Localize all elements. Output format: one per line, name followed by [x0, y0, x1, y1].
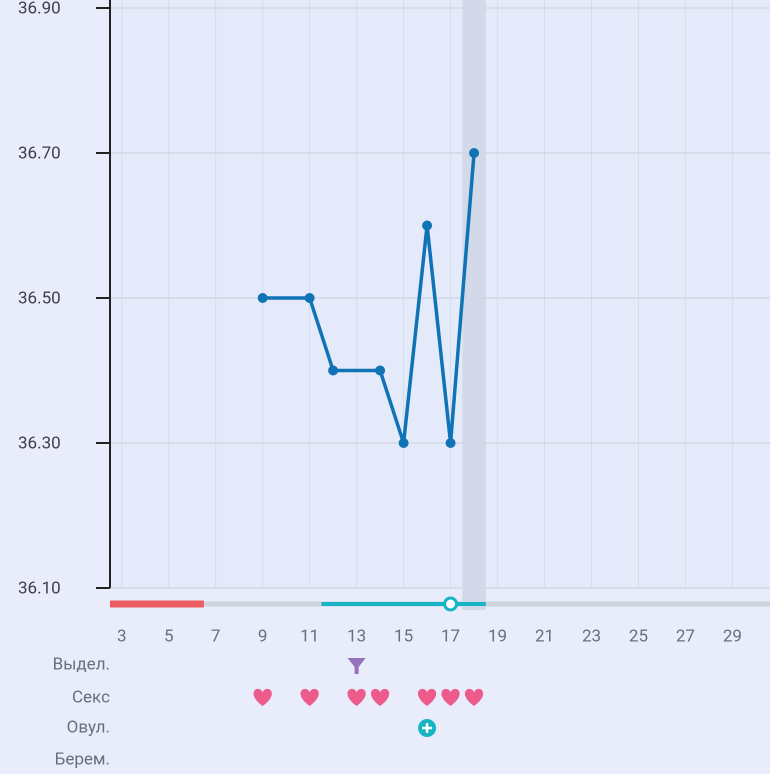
row-icon — [370, 688, 390, 706]
x-tick-label: 19 — [488, 626, 507, 646]
temperature-point — [328, 365, 339, 376]
y-tick-label: 36.30 — [18, 433, 61, 453]
y-tick-label: 36.50 — [18, 288, 61, 308]
heart-icon — [300, 688, 319, 706]
x-tick-label: 7 — [211, 626, 221, 646]
heart-icon — [253, 688, 272, 706]
row-icon — [347, 688, 366, 706]
heart-icon — [417, 688, 437, 706]
temperature-point — [304, 293, 315, 303]
x-tick-label: 11 — [300, 626, 319, 646]
temperature-point — [469, 148, 480, 158]
x-tick-label: 15 — [394, 626, 413, 646]
row-icon — [418, 719, 437, 737]
x-tick-label: 23 — [582, 626, 601, 646]
temperature-point — [375, 365, 386, 376]
x-tick-label: 13 — [347, 626, 366, 646]
row-label: Выдел. — [53, 654, 110, 674]
ovulation-plus — [422, 723, 433, 733]
temperature-point — [398, 438, 409, 448]
x-tick-label: 3 — [117, 626, 127, 646]
row-label: Берем. — [55, 749, 110, 769]
x-tick-label: 5 — [164, 626, 174, 646]
x-tick-label: 25 — [629, 626, 648, 646]
current-day — [462, 0, 486, 610]
heart-icon — [370, 688, 390, 706]
y-tick-label: 36.10 — [18, 578, 61, 598]
x-tick-label: 21 — [535, 626, 554, 646]
temperature-point — [445, 438, 456, 448]
temperature-line — [262, 152, 476, 445]
x-tick-label: 9 — [258, 626, 268, 646]
row-icon — [253, 688, 272, 706]
row-icon — [441, 688, 460, 706]
heart-icon — [347, 688, 366, 706]
row-icon — [464, 688, 484, 706]
y-tick-label: 36.70 — [18, 143, 61, 163]
discharge-icon — [347, 658, 366, 674]
ovulation-marker — [443, 596, 459, 612]
temperature-point — [257, 293, 268, 303]
row-icon — [347, 658, 366, 674]
x-tick-label: 29 — [723, 626, 742, 646]
plot-area — [110, 0, 770, 588]
row-icon — [417, 688, 437, 706]
temperature-point — [422, 220, 433, 231]
y-tick-label: 36.90 — [18, 0, 61, 18]
row-icon — [300, 688, 319, 706]
row-label: Секс — [72, 687, 110, 707]
x-tick-label: 27 — [676, 626, 695, 646]
row-label: Овул. — [67, 717, 110, 737]
heart-icon — [441, 688, 460, 706]
x-tick-label: 17 — [441, 626, 460, 646]
heart-icon — [464, 688, 484, 706]
